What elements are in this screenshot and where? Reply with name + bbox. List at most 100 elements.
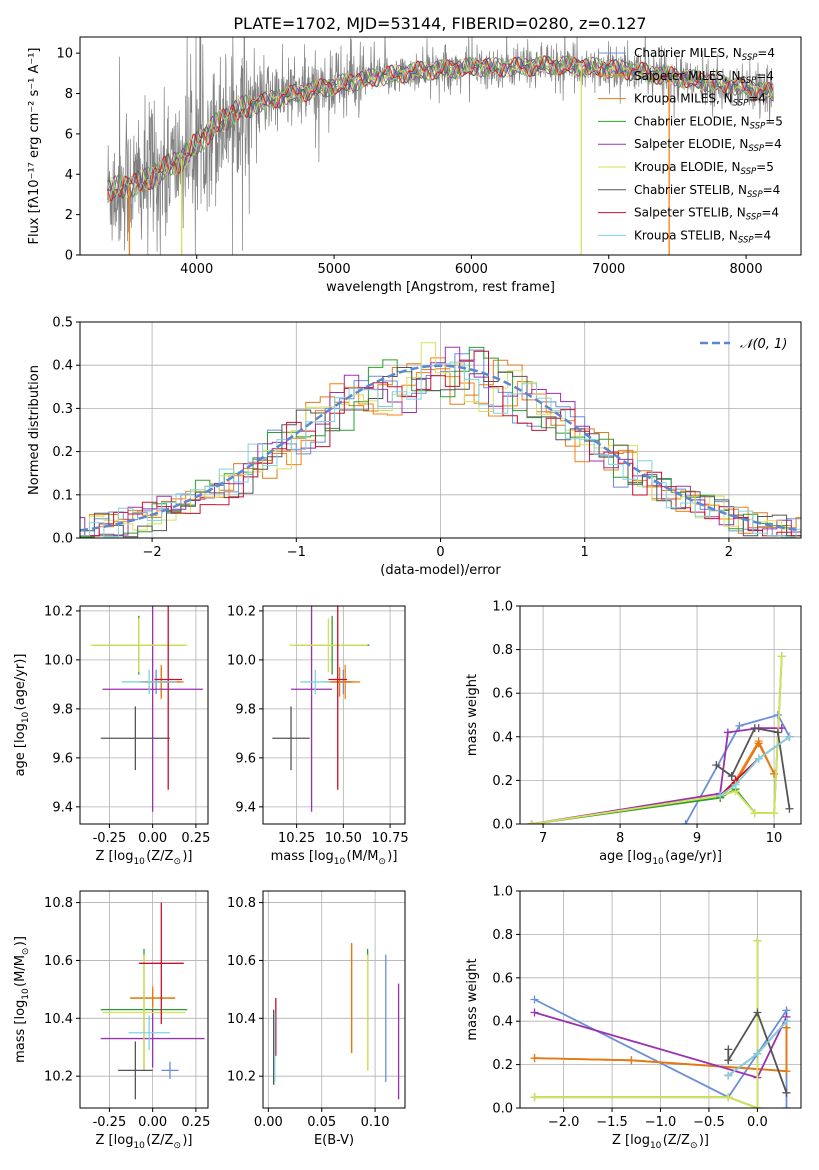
x-axis-label: Z [log10 (Z/Z⊙ )] [96, 849, 193, 867]
x-tick-label: 0.0 [747, 1115, 768, 1130]
mass-weight-line [534, 940, 759, 1108]
y-tick-label: 10 [56, 47, 73, 62]
point-marker [727, 772, 736, 781]
legend-sub: SSP [741, 76, 757, 86]
plot-area [273, 943, 400, 1100]
x-tick-label: 6000 [455, 262, 488, 277]
y-axis-label: age [log10 (age/yr)] [13, 654, 31, 777]
y-tick-label: 10.2 [227, 1070, 256, 1085]
y-axis-label: Normed distribution [27, 365, 42, 495]
y-axis-label: mass [log10 (M/M⊙ )] [13, 936, 31, 1063]
spectrum-model-line [107, 56, 774, 200]
label-script: 10 [650, 1141, 662, 1151]
point-marker [782, 1104, 791, 1108]
legend-text: Salpeter STELIB, N [634, 206, 746, 220]
legend-text: Kroupa STELIB, N [634, 228, 738, 242]
figure-title: PLATE=1702, MJD=53144, FIBERID=0280, z=0… [233, 14, 646, 33]
label-text: )] [13, 936, 28, 946]
spectrum-model-line [107, 55, 773, 204]
x-tick-label: 2 [725, 545, 733, 560]
histogram-steps [80, 350, 801, 537]
point-marker [527, 820, 536, 824]
point-marker [681, 820, 690, 824]
legend-sub: SSP [741, 167, 757, 177]
point-marker [753, 1008, 762, 1017]
x-tick-label: 0.00 [138, 831, 167, 846]
legend-entry: Chabrier STELIB, NSSP=4 [634, 183, 780, 200]
x-tick-label: 0.05 [307, 1115, 336, 1130]
y-tick-label: 0.6 [492, 687, 513, 702]
label-script: ⊙ [173, 857, 181, 867]
y-tick-label: 0.4 [492, 730, 513, 745]
y-tick-label: 0.2 [492, 774, 513, 789]
label-text: wavelength [Angstrom, rest frame] [326, 280, 555, 295]
x-tick-label: 10 [766, 831, 783, 846]
label-text: )] [182, 1133, 192, 1148]
x-axis-label: mass [log10 (M/M⊙ )] [271, 849, 398, 867]
y-tick-label: 0.3 [52, 402, 73, 417]
label-text: mass [log [13, 1000, 28, 1063]
legend-entry: Salpeter ELODIE, NSSP=4 [634, 137, 782, 154]
x-tick-label: 4000 [180, 262, 213, 277]
legend-sub: SSP [738, 235, 754, 245]
y-axis-label: mass weight [465, 674, 480, 756]
panel-mass_vs_ebv: 0.00 0.05 0.10 10.2 10.4 10.6 10.8 E(B-V) [227, 890, 406, 1148]
spectrum-model-line [107, 55, 774, 202]
y-tick-label: 0.5 [52, 316, 73, 331]
y-tick-label: 0.8 [492, 643, 513, 658]
y-tick-label: 0.2 [52, 445, 73, 460]
label-text: (age/yr)] [665, 849, 722, 864]
y-tick-label: 8 [65, 87, 73, 102]
label-script: 10 [21, 711, 31, 723]
legend-sub: SSP [733, 99, 749, 109]
point-marker [785, 732, 794, 741]
label-text: Z [log [96, 849, 134, 864]
legend-entry: Salpeter MILES, NSSP=4 [634, 69, 774, 86]
plot-area [80, 342, 801, 538]
y-tick-label: 1.0 [492, 600, 513, 615]
point-marker [724, 1056, 733, 1065]
y-tick-label: 1.0 [492, 885, 513, 900]
y-tick-label: 6 [65, 127, 73, 142]
y-tick-label: 2 [65, 208, 73, 223]
x-tick-label: 8000 [730, 262, 763, 277]
x-axis-label: wavelength [Angstrom, rest frame] [326, 280, 555, 295]
legend-sub: SSP [742, 53, 758, 63]
legend-entry: Chabrier MILES, NSSP=4 [634, 46, 775, 63]
mass-weight-line [719, 736, 791, 797]
legend-sub: SSP [746, 213, 762, 223]
x-tick-label: 10.50 [325, 831, 362, 846]
x-tick-label: 8 [616, 831, 624, 846]
y-tick-label: 9.4 [235, 800, 256, 815]
y-tick-label: 0.8 [492, 928, 513, 943]
legend-entry: Chabrier ELODIE, NSSP=5 [634, 114, 783, 131]
legend-entry: Kroupa MILES, NSSP=4 [634, 92, 766, 109]
label-script: 10 [21, 988, 31, 1000]
gaussian-curve [80, 364, 801, 532]
x-tick-label: −1.0 [645, 1115, 677, 1130]
mass-weight-line [727, 1010, 788, 1094]
histogram-steps [80, 346, 801, 537]
label-script: ⊙ [21, 948, 31, 956]
plot-area [272, 606, 370, 812]
point-marker [770, 809, 779, 818]
label-script: ⊙ [690, 1141, 698, 1151]
point-marker [530, 1093, 539, 1102]
plot-area [527, 652, 794, 824]
label-text: mass weight [465, 958, 480, 1040]
y-tick-label: 10.8 [227, 896, 256, 911]
label-text: Z [log [612, 1133, 650, 1148]
y-tick-label: 10.8 [44, 896, 73, 911]
label-text: age [log [13, 723, 28, 776]
label-script: ⊙ [378, 857, 386, 867]
axes-frame [519, 605, 802, 825]
x-tick-label: 1 [581, 545, 589, 560]
legend-entry: Kroupa STELIB, NSSP=4 [634, 228, 771, 245]
y-tick-label: 9.6 [235, 751, 256, 766]
panel-age_vs_Z: -0.25 0.00 0.259.49.69.810.010.2Z [log10 (… [13, 604, 210, 867]
label-text: (M/M [347, 849, 379, 864]
y-tick-label: 10.0 [44, 653, 73, 668]
x-tick-label: −1 [287, 545, 306, 560]
y-tick-label: 10.4 [44, 1012, 73, 1027]
